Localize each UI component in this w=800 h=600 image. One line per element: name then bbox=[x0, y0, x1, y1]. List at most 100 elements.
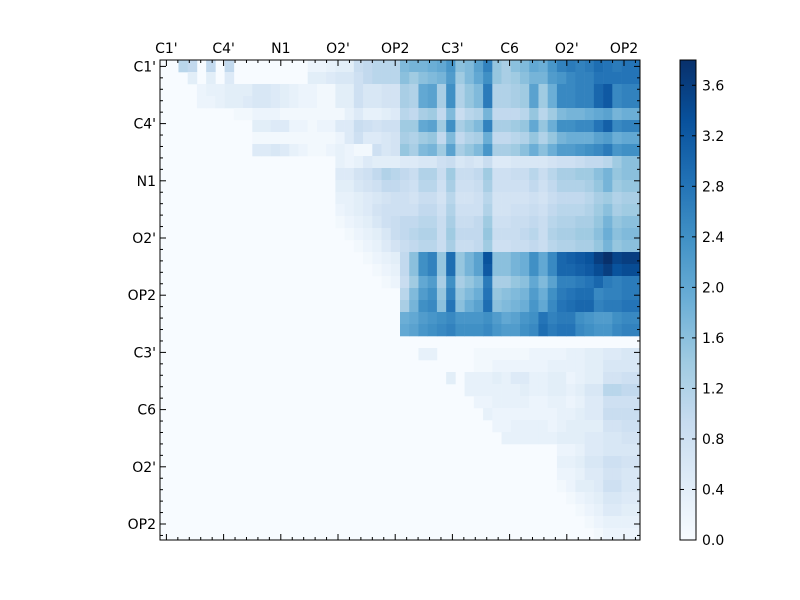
heatmap-cell bbox=[621, 384, 632, 397]
heatmap-cell bbox=[584, 228, 595, 241]
heatmap-cell bbox=[612, 60, 622, 73]
heatmap-cell bbox=[270, 108, 281, 121]
heatmap-cell bbox=[584, 204, 595, 217]
heatmap-cell bbox=[547, 312, 558, 325]
heatmap-cell bbox=[427, 192, 438, 205]
heatmap-cell bbox=[298, 108, 308, 121]
heatmap-cell bbox=[409, 84, 419, 97]
heatmap-cell bbox=[464, 132, 475, 145]
heatmap-cell bbox=[316, 120, 327, 133]
heatmap-cell bbox=[538, 288, 548, 301]
heatmap-cell bbox=[612, 456, 622, 469]
heatmap-cell bbox=[612, 372, 622, 385]
heatmap-cell bbox=[510, 132, 521, 145]
y-tick-label: C3' bbox=[133, 345, 156, 361]
heatmap-cell bbox=[575, 480, 585, 493]
heatmap-cell bbox=[381, 96, 392, 109]
heatmap-cell bbox=[492, 372, 502, 385]
heatmap-cell bbox=[464, 324, 475, 337]
heatmap-cell bbox=[363, 96, 373, 109]
heatmap-cell bbox=[326, 60, 336, 73]
heatmap-cell bbox=[630, 216, 641, 229]
heatmap-cell bbox=[575, 60, 585, 73]
heatmap-cell bbox=[612, 276, 622, 289]
heatmap-cell bbox=[483, 132, 493, 145]
heatmap-cell bbox=[280, 132, 290, 145]
heatmap-cell bbox=[446, 264, 456, 277]
heatmap-cell bbox=[612, 168, 622, 181]
heatmap-cell bbox=[427, 168, 438, 181]
heatmap-cell bbox=[575, 384, 585, 397]
heatmap-cell bbox=[584, 492, 595, 505]
colorbar-tick-label: 0.8 bbox=[702, 432, 724, 448]
heatmap-cell bbox=[547, 324, 558, 337]
heatmap-cell bbox=[556, 120, 567, 133]
heatmap-cell bbox=[621, 228, 632, 241]
heatmap-cell bbox=[372, 144, 382, 157]
heatmap-cell bbox=[593, 300, 604, 313]
heatmap-cell bbox=[243, 108, 253, 121]
heatmap-cell bbox=[390, 96, 401, 109]
heatmap-cell bbox=[335, 132, 345, 145]
heatmap-cell bbox=[492, 180, 502, 193]
heatmap-cell bbox=[575, 372, 585, 385]
heatmap-cell bbox=[372, 72, 382, 85]
heatmap-cell bbox=[270, 96, 281, 109]
heatmap-cell bbox=[363, 252, 373, 265]
heatmap-cell bbox=[603, 156, 613, 169]
heatmap-cell bbox=[575, 432, 585, 445]
heatmap-cell bbox=[566, 468, 576, 481]
heatmap-cell bbox=[363, 132, 373, 145]
heatmap-cell bbox=[612, 108, 622, 121]
heatmap-cell bbox=[603, 432, 613, 445]
heatmap-cell bbox=[538, 180, 548, 193]
heatmap-cell bbox=[621, 432, 632, 445]
heatmap-cell bbox=[427, 96, 438, 109]
heatmap-cell bbox=[593, 432, 604, 445]
heatmap-cell bbox=[473, 204, 484, 217]
heatmap-cell bbox=[464, 216, 475, 229]
heatmap-cell bbox=[473, 72, 484, 85]
heatmap-cell bbox=[252, 84, 262, 97]
heatmap-cell bbox=[630, 504, 641, 517]
heatmap-cell bbox=[621, 204, 632, 217]
heatmap-cell bbox=[418, 348, 428, 361]
heatmap-cell bbox=[556, 384, 567, 397]
heatmap-cell bbox=[547, 156, 558, 169]
heatmap-cell bbox=[603, 276, 613, 289]
heatmap-cell bbox=[501, 396, 512, 409]
heatmap-cell bbox=[566, 240, 576, 253]
heatmap-cell bbox=[621, 372, 632, 385]
heatmap-cell bbox=[400, 288, 410, 301]
heatmap-cell bbox=[252, 132, 262, 145]
heatmap-cell bbox=[575, 240, 585, 253]
heatmap-cell bbox=[575, 348, 585, 361]
heatmap-cell bbox=[630, 84, 641, 97]
heatmap-cell bbox=[547, 300, 558, 313]
heatmap-cell bbox=[575, 456, 585, 469]
heatmap-cell bbox=[381, 132, 392, 145]
heatmap-cell bbox=[455, 228, 465, 241]
heatmap-cell bbox=[556, 468, 567, 481]
heatmap-cell bbox=[547, 348, 558, 361]
heatmap-cell bbox=[584, 456, 595, 469]
heatmap-cell bbox=[510, 144, 521, 157]
heatmap-cell bbox=[436, 168, 447, 181]
heatmap-cell bbox=[621, 156, 632, 169]
heatmap-cell bbox=[593, 480, 604, 493]
heatmap-cell bbox=[603, 84, 613, 97]
heatmap-cell bbox=[381, 252, 392, 265]
heatmap-cell bbox=[584, 300, 595, 313]
heatmap-cell bbox=[621, 456, 632, 469]
heatmap-cell bbox=[436, 324, 447, 337]
heatmap-cell bbox=[510, 264, 521, 277]
heatmap-cell bbox=[630, 384, 641, 397]
heatmap-cell bbox=[612, 252, 622, 265]
heatmap-cell bbox=[556, 108, 567, 121]
heatmap-cell bbox=[372, 168, 382, 181]
heatmap-cell bbox=[593, 264, 604, 277]
heatmap-cell bbox=[556, 180, 567, 193]
heatmap-cell bbox=[455, 324, 465, 337]
heatmap-cell bbox=[520, 384, 530, 397]
heatmap-cell bbox=[464, 312, 475, 325]
